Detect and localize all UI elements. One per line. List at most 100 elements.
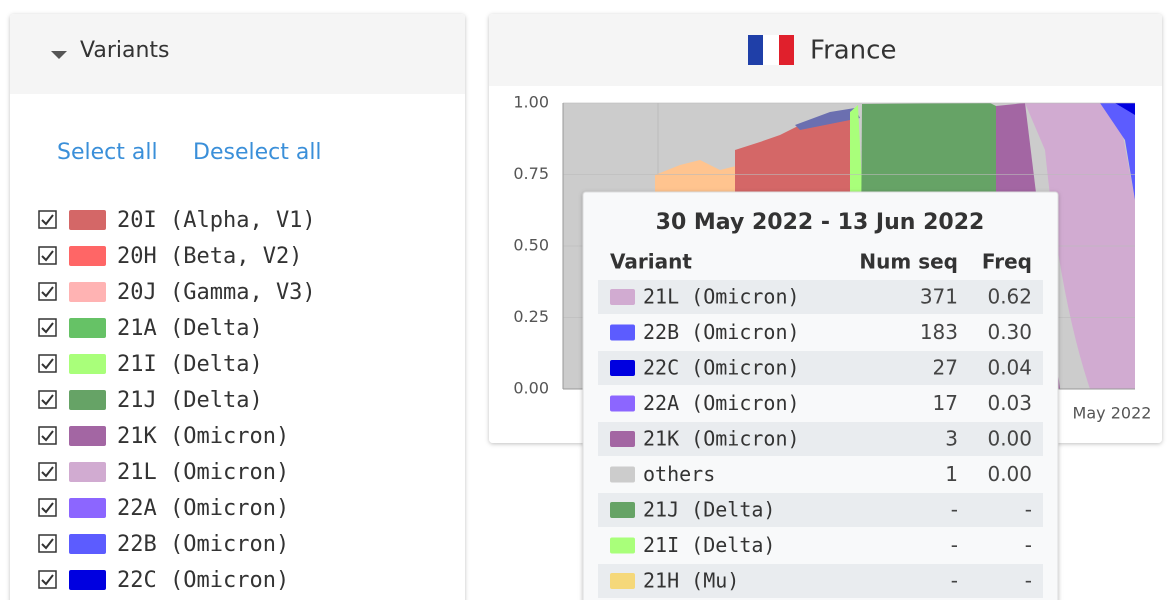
color-swatch [69, 354, 106, 374]
x-tick-label: May 2022 [1073, 404, 1152, 423]
checkbox[interactable] [38, 426, 57, 445]
freq: - [1025, 533, 1032, 557]
color-swatch [69, 282, 106, 302]
checkmark [41, 538, 54, 550]
color-swatch [610, 395, 635, 412]
panel-title: Variants [80, 38, 170, 63]
checkmark [41, 502, 54, 514]
variant-item[interactable]: 20H (Beta, V2) [38, 244, 302, 269]
checkbox[interactable] [38, 570, 57, 589]
color-swatch [69, 570, 106, 590]
column-header: Num seq [859, 250, 958, 274]
num-seq: - [951, 498, 958, 522]
num-seq: 3 [945, 427, 958, 451]
flag [748, 35, 794, 65]
variant-name: 22A (Omicron) [643, 391, 800, 415]
variant-label: 21L (Omicron) [117, 460, 289, 485]
checkmark [41, 286, 54, 298]
checkmark [41, 322, 54, 334]
variant-label: 20I (Alpha, V1) [117, 208, 316, 233]
variants-panel [10, 14, 465, 600]
num-seq: 27 [933, 356, 958, 380]
checkbox[interactable] [38, 318, 57, 337]
freq: 0.04 [987, 356, 1032, 380]
color-swatch [69, 462, 106, 482]
panel-header [489, 14, 1162, 86]
color-swatch [69, 210, 106, 230]
collapse-arrow[interactable] [51, 51, 67, 59]
variant-name: 21K (Omicron) [643, 427, 800, 451]
variant-name: others [643, 462, 715, 486]
checkbox[interactable] [38, 210, 57, 229]
variant-name: 22C (Omicron) [643, 356, 800, 380]
variant-item[interactable]: 22B (Omicron) [38, 532, 289, 557]
num-seq: 183 [920, 320, 958, 344]
checkbox[interactable] [38, 534, 57, 553]
row-background [598, 564, 1043, 598]
checkmark [41, 214, 54, 226]
variant-name: 21L (Omicron) [643, 285, 800, 309]
color-swatch [610, 431, 635, 447]
panel-header [10, 14, 465, 94]
color-swatch [69, 246, 106, 266]
checkbox[interactable] [38, 462, 57, 481]
checkmark [41, 358, 54, 370]
color-swatch [610, 324, 635, 341]
variant-item[interactable]: 21A (Delta) [38, 316, 263, 341]
checkbox[interactable] [38, 354, 57, 373]
freq: - [1025, 498, 1032, 522]
color-swatch [610, 502, 635, 518]
checkbox[interactable] [38, 282, 57, 301]
color-swatch [610, 360, 635, 376]
freq: 0.00 [987, 427, 1032, 451]
color-swatch [69, 426, 106, 446]
y-tick-label: 0.25 [513, 307, 549, 326]
color-swatch [69, 498, 106, 518]
freq: - [1025, 569, 1032, 593]
variant-label: 20H (Beta, V2) [117, 244, 302, 269]
variant-item[interactable]: 22C (Omicron) [38, 568, 289, 593]
y-tick-label: 0.00 [513, 379, 549, 398]
variant-label: 21J (Delta) [117, 388, 263, 413]
variant-name: 21J (Delta) [643, 498, 775, 522]
variant-label: 21A (Delta) [117, 316, 263, 341]
color-swatch [69, 534, 106, 554]
freq: 0.03 [987, 391, 1032, 415]
freq: 0.62 [987, 285, 1032, 309]
checkmark [41, 394, 54, 406]
num-seq: 17 [933, 391, 958, 415]
row-background [598, 493, 1043, 527]
variant-name: 22B (Omicron) [643, 320, 800, 344]
row-background [598, 422, 1043, 456]
num-seq: - [951, 569, 958, 593]
variant-item[interactable]: 21L (Omicron) [38, 460, 289, 485]
y-tick-label: 1.00 [513, 93, 549, 112]
color-swatch [610, 573, 635, 589]
variant-item[interactable]: 21K (Omicron) [38, 424, 289, 449]
checkmark [41, 574, 54, 586]
checkbox[interactable] [38, 246, 57, 265]
checkmark [41, 430, 54, 442]
color-swatch [610, 466, 635, 483]
deselect-all-link[interactable]: Deselect all [193, 140, 322, 165]
variant-item[interactable]: 21I (Delta) [38, 352, 263, 377]
checkbox[interactable] [38, 390, 57, 409]
variant-item[interactable]: 22A (Omicron) [38, 496, 289, 521]
variant-item[interactable]: 20I (Alpha, V1) [38, 208, 316, 233]
freq: 0.00 [987, 462, 1032, 486]
variant-item[interactable]: 20J (Gamma, V3) [38, 280, 316, 305]
color-swatch [610, 537, 635, 554]
row-background [598, 351, 1043, 385]
column-header: Variant [610, 250, 692, 274]
select-all-link[interactable]: Select all [57, 140, 158, 165]
num-seq: - [951, 533, 958, 557]
checkmark [41, 466, 54, 478]
checkbox[interactable] [38, 498, 57, 517]
variant-label: 21I (Delta) [117, 352, 263, 377]
variant-item[interactable]: 21J (Delta) [38, 388, 263, 413]
variant-label: 22B (Omicron) [117, 532, 289, 557]
country-title: France [810, 36, 896, 66]
column-header: Freq [982, 250, 1032, 274]
checkmark [41, 250, 54, 262]
num-seq: 1 [945, 462, 958, 486]
